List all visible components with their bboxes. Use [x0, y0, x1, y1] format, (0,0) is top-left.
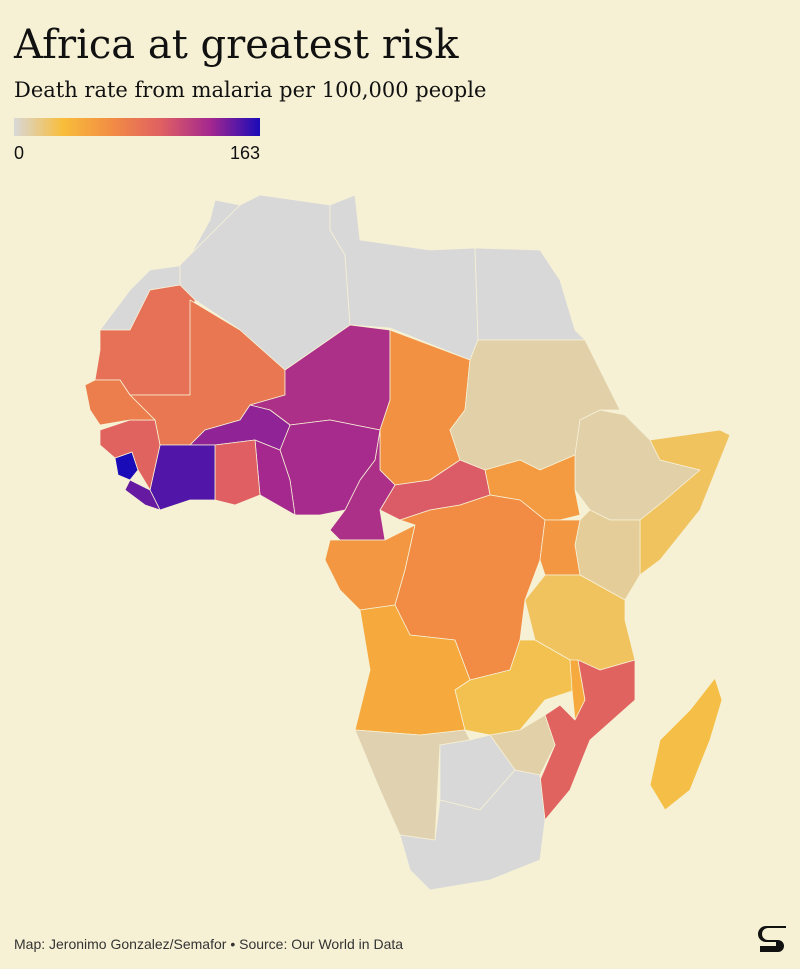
- africa-map: [84, 194, 731, 891]
- country: [454, 639, 576, 736]
- subtitle: Death rate from malaria per 100,000 peop…: [14, 78, 486, 102]
- logo-mark: [758, 926, 786, 952]
- logo: [758, 926, 786, 952]
- country: [214, 439, 261, 506]
- color-scale: [14, 118, 260, 136]
- country: [649, 677, 723, 811]
- country: [124, 479, 161, 511]
- title: Africa at greatest risk: [13, 22, 459, 68]
- footer: Map: Jeronimo Gonzalez/Semafor • Source:…: [14, 936, 403, 952]
- scale-max-label: 163: [230, 143, 260, 163]
- country: [84, 379, 156, 426]
- country: [149, 444, 216, 511]
- country: [539, 519, 581, 576]
- country: [399, 769, 546, 891]
- scale-min-label: 0: [14, 143, 24, 163]
